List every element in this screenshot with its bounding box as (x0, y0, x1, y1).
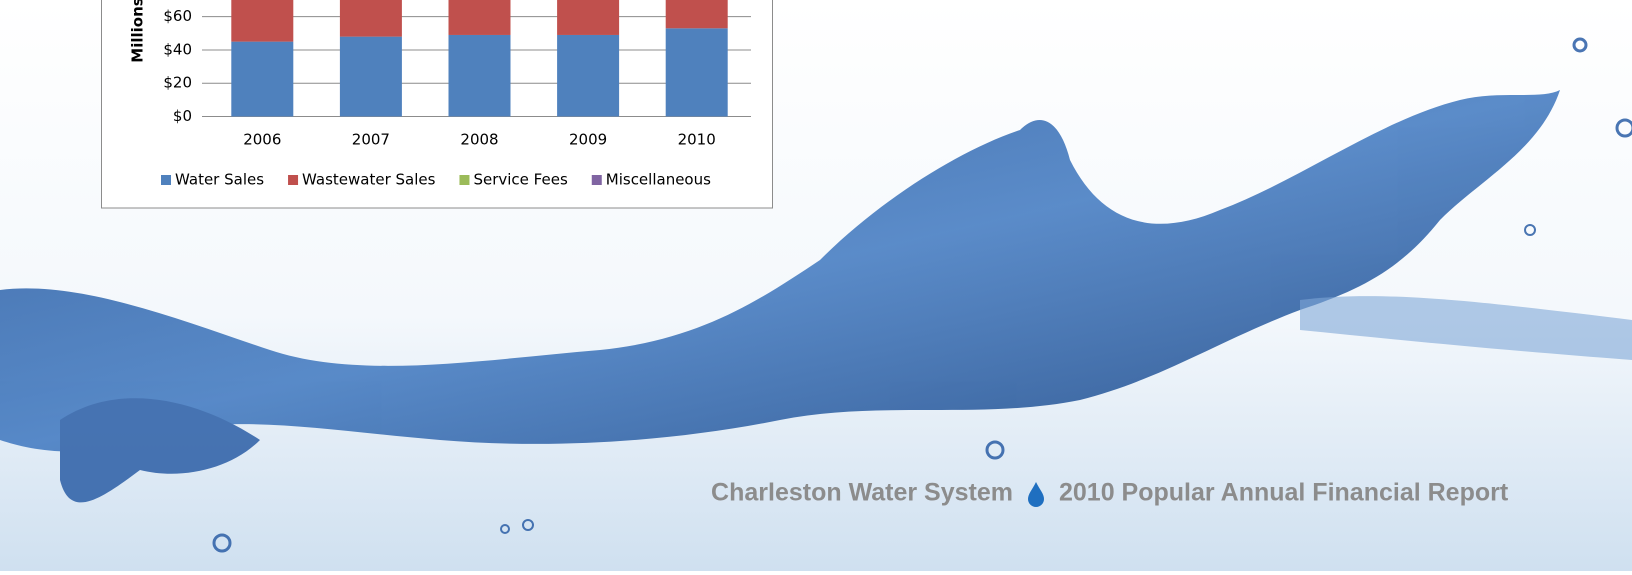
bar-segment (666, 28, 728, 116)
footer-organization: Charleston Water System (711, 479, 1013, 507)
legend-swatch (161, 175, 171, 185)
x-tick-label: 2007 (352, 131, 390, 149)
x-tick-label: 2006 (243, 131, 281, 149)
legend-label: Wastewater Sales (302, 171, 436, 189)
y-axis-label: Millions (129, 0, 147, 63)
bar-segment (231, 0, 293, 42)
legend-label: Water Sales (175, 171, 264, 189)
page: Millions $0 $20 $40 $60 2006 2007 2008 2009 2010… (0, 0, 1632, 571)
bar-segment (666, 0, 728, 28)
footer-report: 2010 Popular Annual Financial Report (1059, 479, 1509, 507)
legend-label: Miscellaneous (606, 171, 711, 189)
legend-swatch (288, 175, 298, 185)
x-tick-label: 2008 (460, 131, 498, 149)
x-tick-label: 2009 (569, 131, 607, 149)
bar-segment (557, 35, 619, 117)
y-tick-label: $0 (173, 107, 192, 125)
bar-segment (449, 35, 511, 117)
bar-segment (557, 0, 619, 35)
y-tick-label: $40 (163, 40, 192, 58)
bar-segment (449, 0, 511, 35)
bar-segment (340, 0, 402, 37)
bar-segment (231, 42, 293, 117)
page-canvas: Millions $0 $20 $40 $60 2006 2007 2008 2009 2010… (0, 0, 1632, 571)
legend-swatch (459, 175, 469, 185)
bar-segment (340, 37, 402, 117)
y-tick-label: $60 (163, 7, 192, 25)
x-tick-label: 2010 (678, 131, 716, 149)
y-tick-label: $20 (163, 74, 192, 92)
legend-swatch (592, 175, 602, 185)
legend-label: Service Fees (473, 171, 567, 189)
